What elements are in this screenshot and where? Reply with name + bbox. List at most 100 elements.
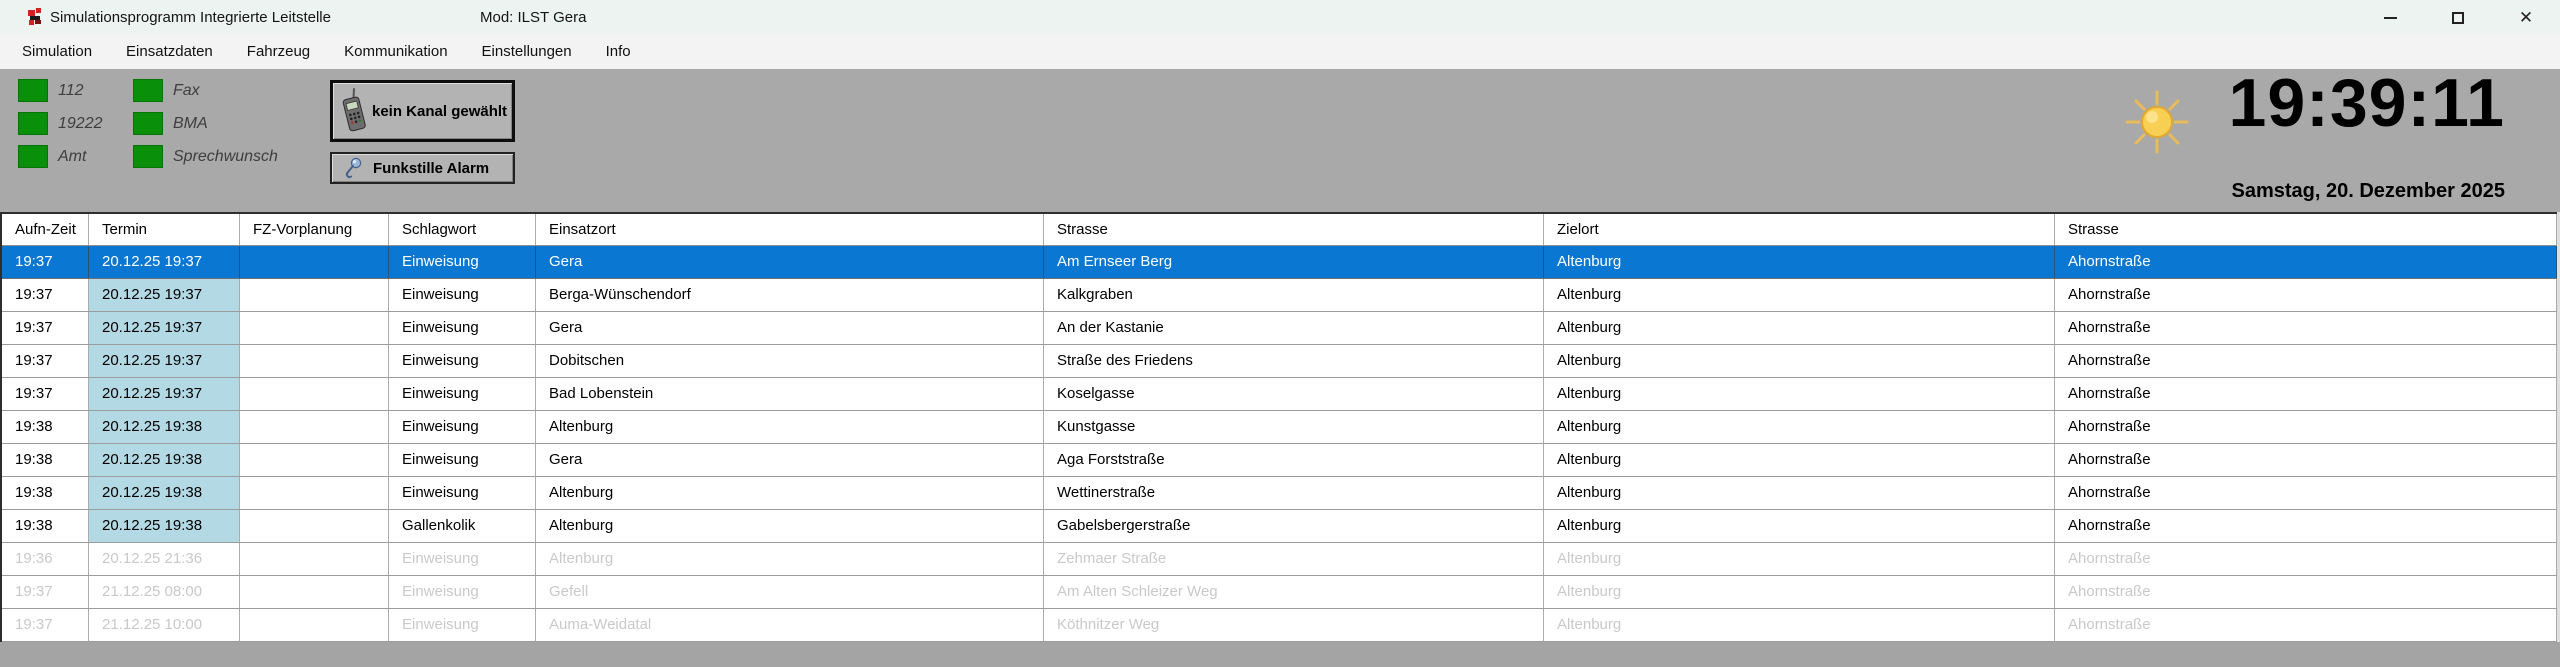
column-header-5[interactable]: Strasse: [1044, 214, 1544, 245]
cell-strasse2: Ahornstraße: [2055, 477, 2557, 509]
indicator-label: Amt: [58, 147, 87, 165]
table-row[interactable]: 19:38 20.12.25 19:38 Gallenkolik Altenburg G…: [2, 510, 2557, 543]
indicator-fax: Fax: [133, 79, 200, 102]
cell-strasse: Köthnitzer Weg: [1044, 609, 1544, 641]
cell-aufn_zeit: 19:38: [2, 444, 89, 476]
table-row[interactable]: 19:37 20.12.25 19:37 Einweisung Gera An der …: [2, 312, 2557, 345]
radio-silence-button-label: Funkstille Alarm: [373, 159, 490, 177]
cell-schlagwort: Einweisung: [389, 609, 536, 641]
cell-einsatzort: Altenburg: [536, 477, 1044, 509]
cell-strasse2: Ahornstraße: [2055, 411, 2557, 443]
window-title: Simulationsprogramm Integrierte Leitstel…: [50, 9, 331, 26]
window-mod-label: Mod: ILST Gera: [480, 9, 587, 26]
cell-schlagwort: Einweisung: [389, 576, 536, 608]
cell-schlagwort: Gallenkolik: [389, 510, 536, 542]
table-row[interactable]: 19:37 20.12.25 19:37 Einweisung Dobitschen S…: [2, 345, 2557, 378]
radio-silence-button[interactable]: Funkstille Alarm: [330, 152, 515, 184]
table-row[interactable]: 19:37 21.12.25 08:00 Einweisung Gefell Am Al…: [2, 576, 2557, 609]
column-header-2[interactable]: FZ-Vorplanung: [240, 214, 389, 245]
cell-aufn_zeit: 19:38: [2, 510, 89, 542]
cell-einsatzort: Berga-Wünschendorf: [536, 279, 1044, 311]
cell-strasse2: Ahornstraße: [2055, 345, 2557, 377]
minimize-icon: [2383, 16, 2397, 19]
cell-strasse: Wettinerstraße: [1044, 477, 1544, 509]
cell-zielort: Altenburg: [1544, 246, 2055, 278]
cell-schlagwort: Einweisung: [389, 477, 536, 509]
cell-termin: 21.12.25 10:00: [89, 609, 240, 641]
menu-item-info[interactable]: Info: [605, 43, 631, 60]
close-button[interactable]: ✕: [2492, 0, 2560, 35]
cell-fz_vorplanung: [240, 411, 389, 443]
cell-zielort: Altenburg: [1544, 543, 2055, 575]
cell-termin: 20.12.25 19:37: [89, 246, 240, 278]
menu-item-kommunikation[interactable]: Kommunikation: [344, 43, 448, 60]
cell-strasse2: Ahornstraße: [2055, 444, 2557, 476]
led-fax: [133, 79, 163, 102]
table-row[interactable]: 19:38 20.12.25 19:38 Einweisung Altenburg We…: [2, 477, 2557, 510]
cell-zielort: Altenburg: [1544, 477, 2055, 509]
cell-fz_vorplanung: [240, 345, 389, 377]
table-row[interactable]: 19:38 20.12.25 19:38 Einweisung Altenburg Ku…: [2, 411, 2557, 444]
cell-aufn_zeit: 19:37: [2, 576, 89, 608]
cell-einsatzort: Gera: [536, 246, 1044, 278]
cell-zielort: Altenburg: [1544, 609, 2055, 641]
cell-schlagwort: Einweisung: [389, 411, 536, 443]
cell-aufn_zeit: 19:37: [2, 279, 89, 311]
cell-einsatzort: Bad Lobenstein: [536, 378, 1044, 410]
menu-item-einsatzdaten[interactable]: Einsatzdaten: [126, 43, 213, 60]
led-112: [18, 79, 48, 102]
column-header-4[interactable]: Einsatzort: [536, 214, 1044, 245]
cell-zielort: Altenburg: [1544, 345, 2055, 377]
menu-bar: Simulation Einsatzdaten Fahrzeug Kommuni…: [0, 35, 2560, 69]
incident-table: Aufn-Zeit Termin FZ-Vorplanung Schlagwort Ei…: [0, 212, 2557, 642]
cell-einsatzort: Gefell: [536, 576, 1044, 608]
cell-strasse2: Ahornstraße: [2055, 609, 2557, 641]
menu-item-simulation[interactable]: Simulation: [22, 43, 93, 60]
cell-strasse: Am Alten Schleizer Weg: [1044, 576, 1544, 608]
table-row[interactable]: 19:37 20.12.25 19:37 Einweisung Gera Am Erns…: [2, 246, 2557, 279]
cell-aufn_zeit: 19:37: [2, 312, 89, 344]
cell-strasse: Am Ernseer Berg: [1044, 246, 1544, 278]
table-row[interactable]: 19:38 20.12.25 19:38 Einweisung Gera Aga For…: [2, 444, 2557, 477]
menu-item-einstellungen[interactable]: Einstellungen: [481, 43, 572, 60]
column-header-0[interactable]: Aufn-Zeit: [2, 214, 89, 245]
minimize-button[interactable]: [2356, 0, 2424, 35]
cell-strasse2: Ahornstraße: [2055, 510, 2557, 542]
table-row[interactable]: 19:36 20.12.25 21:36 Einweisung Altenburg Ze…: [2, 543, 2557, 576]
led-sprechwunsch: [133, 145, 163, 168]
column-header-7[interactable]: Strasse: [2055, 214, 2557, 245]
cell-fz_vorplanung: [240, 576, 389, 608]
cell-termin: 20.12.25 19:37: [89, 378, 240, 410]
cell-fz_vorplanung: [240, 510, 389, 542]
menu-item-fahrzeug[interactable]: Fahrzeug: [246, 43, 311, 60]
indicator-label: Fax: [173, 81, 200, 99]
column-header-6[interactable]: Zielort: [1544, 214, 2055, 245]
window-controls: ✕: [2356, 0, 2560, 35]
column-header-3[interactable]: Schlagwort: [389, 214, 536, 245]
app-icon: [28, 8, 41, 25]
cell-strasse2: Ahornstraße: [2055, 312, 2557, 344]
cell-fz_vorplanung: [240, 609, 389, 641]
cell-strasse2: Ahornstraße: [2055, 279, 2557, 311]
cell-schlagwort: Einweisung: [389, 312, 536, 344]
incident-table-body: 19:37 20.12.25 19:37 Einweisung Gera Am Erns…: [2, 246, 2557, 642]
cell-termin: 20.12.25 19:37: [89, 279, 240, 311]
cell-strasse: An der Kastanie: [1044, 312, 1544, 344]
cell-aufn_zeit: 19:37: [2, 345, 89, 377]
table-row[interactable]: 19:37 20.12.25 19:37 Einweisung Berga-Wünsc…: [2, 279, 2557, 312]
channel-button[interactable]: kein Kanal gewählt: [330, 80, 515, 142]
phone-icon: [342, 88, 366, 132]
cell-einsatzort: Altenburg: [536, 543, 1044, 575]
led-bma: [133, 112, 163, 135]
cell-zielort: Altenburg: [1544, 510, 2055, 542]
maximize-button[interactable]: [2424, 0, 2492, 35]
cell-schlagwort: Einweisung: [389, 279, 536, 311]
column-header-1[interactable]: Termin: [89, 214, 240, 245]
table-row[interactable]: 19:37 20.12.25 19:37 Einweisung Bad Lobenst…: [2, 378, 2557, 411]
incident-table-header: Aufn-Zeit Termin FZ-Vorplanung Schlagwort Ei…: [2, 214, 2557, 246]
cell-schlagwort: Einweisung: [389, 543, 536, 575]
table-row[interactable]: 19:37 21.12.25 10:00 Einweisung Auma-Weidat…: [2, 609, 2557, 642]
cell-termin: 20.12.25 19:38: [89, 444, 240, 476]
cell-zielort: Altenburg: [1544, 576, 2055, 608]
clock-time: 19:39:11: [2228, 65, 2505, 141]
